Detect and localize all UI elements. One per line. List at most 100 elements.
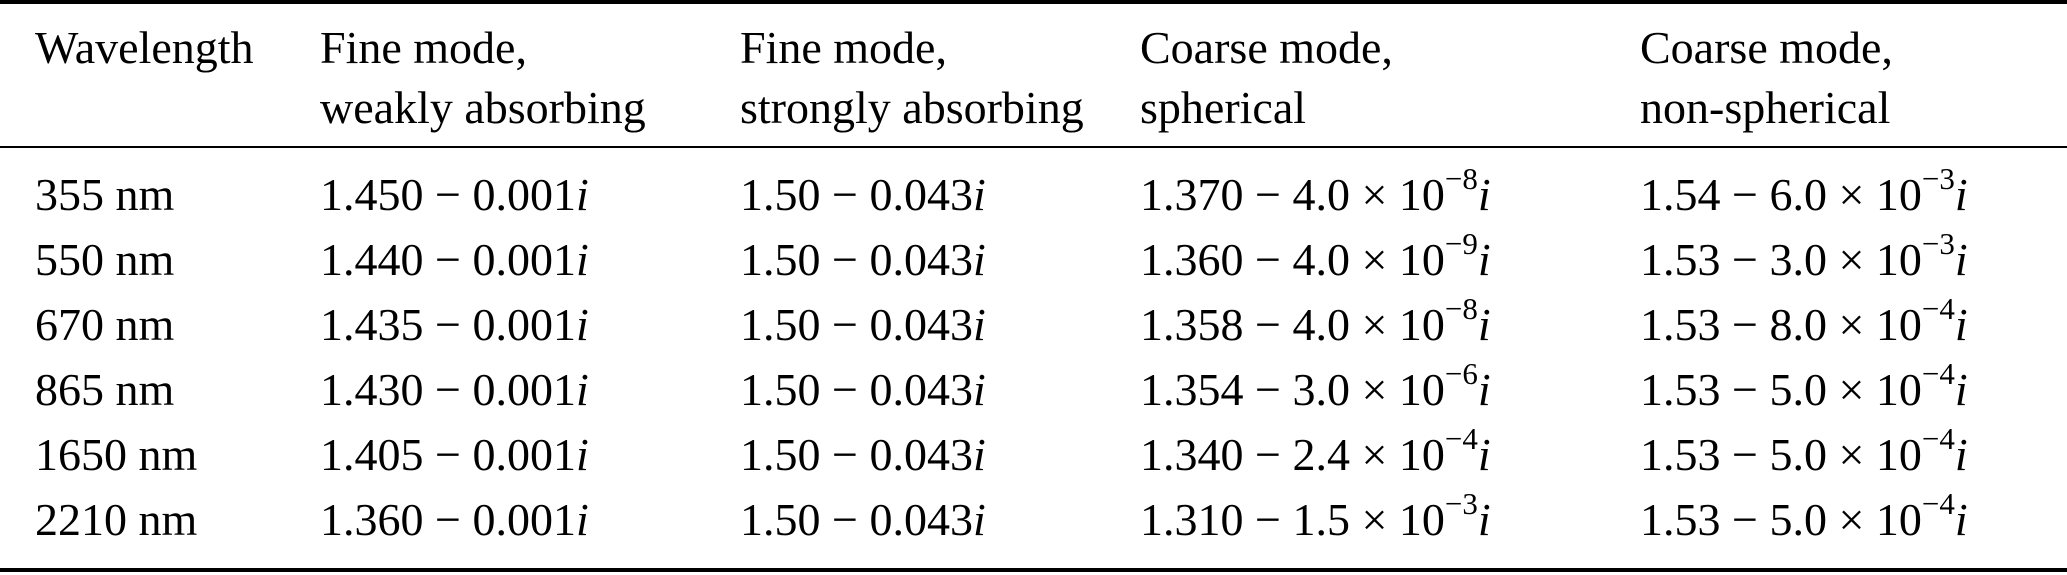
exponent: −3 <box>1444 486 1478 521</box>
value-text: 1.50 − 0.043 <box>740 429 973 480</box>
imaginary-unit: i <box>1954 364 1968 415</box>
value-text: 1.50 − 0.043 <box>740 234 973 285</box>
exponent: −6 <box>1444 356 1478 391</box>
imaginary-unit: i <box>972 169 986 220</box>
imaginary-unit: i <box>575 169 589 220</box>
header-line: weakly absorbing <box>320 82 646 133</box>
exponent: −3 <box>1921 161 1955 196</box>
value-text: 1.50 − 0.043 <box>740 169 973 220</box>
imaginary-unit: i <box>1477 494 1491 545</box>
value-text: 1.53 − 3.0 × 10 <box>1640 234 1922 285</box>
refractive-index-cell: 1.450 − 0.001i <box>320 146 740 227</box>
exponent: −3 <box>1921 226 1955 261</box>
exponent: −8 <box>1444 291 1478 326</box>
table-row: 2210 nm 1.360 − 0.001i 1.50 − 0.043i 1.310 … <box>0 487 2067 552</box>
value-text: 1.405 − 0.001 <box>320 429 576 480</box>
wavelength-cell: 670 nm <box>35 299 175 350</box>
wavelength-cell: 2210 nm <box>35 494 198 545</box>
value-text: 1.53 − 5.0 × 10 <box>1640 364 1922 415</box>
col-header-fine-strong: Fine mode, strongly absorbing <box>740 4 1140 146</box>
refractive-index-cell: 1.360 − 4.0 × 10−9i <box>1140 227 1640 292</box>
value-text: 1.340 − 2.4 × 10 <box>1140 429 1445 480</box>
value-text: 1.358 − 4.0 × 10 <box>1140 299 1445 350</box>
col-header-fine-weak: Fine mode, weakly absorbing <box>320 4 740 146</box>
exponent: −4 <box>1921 356 1955 391</box>
value-text: 1.354 − 3.0 × 10 <box>1140 364 1445 415</box>
header-line: Coarse mode, <box>1140 22 1393 73</box>
header-line: Coarse mode, <box>1640 22 1893 73</box>
refractive-index-cell: 1.53 − 5.0 × 10−4i <box>1640 487 2067 552</box>
refractive-index-cell: 1.370 − 4.0 × 10−8i <box>1140 146 1640 227</box>
imaginary-unit: i <box>575 234 589 285</box>
exponent: −4 <box>1444 421 1478 456</box>
refractive-index-cell: 1.440 − 0.001i <box>320 227 740 292</box>
refractive-index-cell: 1.354 − 3.0 × 10−6i <box>1140 357 1640 422</box>
col-header-coarse-spherical: Coarse mode, spherical <box>1140 4 1640 146</box>
table-row: 865 nm 1.430 − 0.001i 1.50 − 0.043i 1.354 −… <box>0 357 2067 422</box>
col-header-wavelength: Wavelength <box>0 4 320 146</box>
wavelength-cell: 355 nm <box>35 169 175 220</box>
table-header-rule <box>0 146 2067 148</box>
value-text: 1.50 − 0.043 <box>740 364 973 415</box>
exponent: −4 <box>1921 486 1955 521</box>
imaginary-unit: i <box>1477 364 1491 415</box>
table-bottom-rule <box>0 568 2067 572</box>
exponent: −8 <box>1444 161 1478 196</box>
value-text: 1.450 − 0.001 <box>320 169 576 220</box>
table-row: 1650 nm 1.405 − 0.001i 1.50 − 0.043i 1.340 … <box>0 422 2067 487</box>
table-top-rule <box>0 0 2067 4</box>
refractive-index-cell: 1.50 − 0.043i <box>740 422 1140 487</box>
imaginary-unit: i <box>972 429 986 480</box>
table-row: 670 nm 1.435 − 0.001i 1.50 − 0.043i 1.358 −… <box>0 292 2067 357</box>
imaginary-unit: i <box>1477 299 1491 350</box>
value-text: 1.53 − 5.0 × 10 <box>1640 429 1922 480</box>
refractive-index-cell: 1.405 − 0.001i <box>320 422 740 487</box>
refractive-index-cell: 1.53 − 5.0 × 10−4i <box>1640 357 2067 422</box>
imaginary-unit: i <box>1954 494 1968 545</box>
imaginary-unit: i <box>972 494 986 545</box>
imaginary-unit: i <box>972 364 986 415</box>
imaginary-unit: i <box>1477 234 1491 285</box>
value-text: 1.54 − 6.0 × 10 <box>1640 169 1922 220</box>
refractive-index-cell: 1.54 − 6.0 × 10−3i <box>1640 146 2067 227</box>
exponent: −4 <box>1921 291 1955 326</box>
imaginary-unit: i <box>1477 429 1491 480</box>
value-text: 1.53 − 8.0 × 10 <box>1640 299 1922 350</box>
table-body: 355 nm 1.450 − 0.001i 1.50 − 0.043i 1.370 −… <box>0 146 2067 552</box>
imaginary-unit: i <box>972 234 986 285</box>
refractive-index-cell: 1.50 − 0.043i <box>740 146 1140 227</box>
refractive-index-cell: 1.50 − 0.043i <box>740 357 1140 422</box>
table-row: 550 nm 1.440 − 0.001i 1.50 − 0.043i 1.360 −… <box>0 227 2067 292</box>
refractive-index-cell: 1.360 − 0.001i <box>320 487 740 552</box>
imaginary-unit: i <box>575 299 589 350</box>
refractive-index-cell: 1.53 − 5.0 × 10−4i <box>1640 422 2067 487</box>
wavelength-cell: 865 nm <box>35 364 175 415</box>
value-text: 1.50 − 0.043 <box>740 494 973 545</box>
value-text: 1.440 − 0.001 <box>320 234 576 285</box>
header-line: Wavelength <box>35 22 254 73</box>
value-text: 1.435 − 0.001 <box>320 299 576 350</box>
refractive-index-cell: 1.50 − 0.043i <box>740 487 1140 552</box>
header-line: Fine mode, <box>320 22 527 73</box>
col-header-coarse-nonspherical: Coarse mode, non-spherical <box>1640 4 2067 146</box>
value-text: 1.360 − 0.001 <box>320 494 576 545</box>
value-text: 1.53 − 5.0 × 10 <box>1640 494 1922 545</box>
refractive-index-cell: 1.358 − 4.0 × 10−8i <box>1140 292 1640 357</box>
wavelength-cell: 550 nm <box>35 234 175 285</box>
refractive-index-cell: 1.53 − 3.0 × 10−3i <box>1640 227 2067 292</box>
imaginary-unit: i <box>575 494 589 545</box>
imaginary-unit: i <box>1477 169 1491 220</box>
header-line: Fine mode, <box>740 22 947 73</box>
imaginary-unit: i <box>1954 234 1968 285</box>
refractive-index-cell: 1.435 − 0.001i <box>320 292 740 357</box>
wavelength-cell: 1650 nm <box>35 429 198 480</box>
refractive-index-cell: 1.53 − 8.0 × 10−4i <box>1640 292 2067 357</box>
imaginary-unit: i <box>1954 169 1968 220</box>
value-text: 1.310 − 1.5 × 10 <box>1140 494 1445 545</box>
imaginary-unit: i <box>972 299 986 350</box>
value-text: 1.50 − 0.043 <box>740 299 973 350</box>
value-text: 1.370 − 4.0 × 10 <box>1140 169 1445 220</box>
value-text: 1.360 − 4.0 × 10 <box>1140 234 1445 285</box>
refractive-index-cell: 1.310 − 1.5 × 10−3i <box>1140 487 1640 552</box>
